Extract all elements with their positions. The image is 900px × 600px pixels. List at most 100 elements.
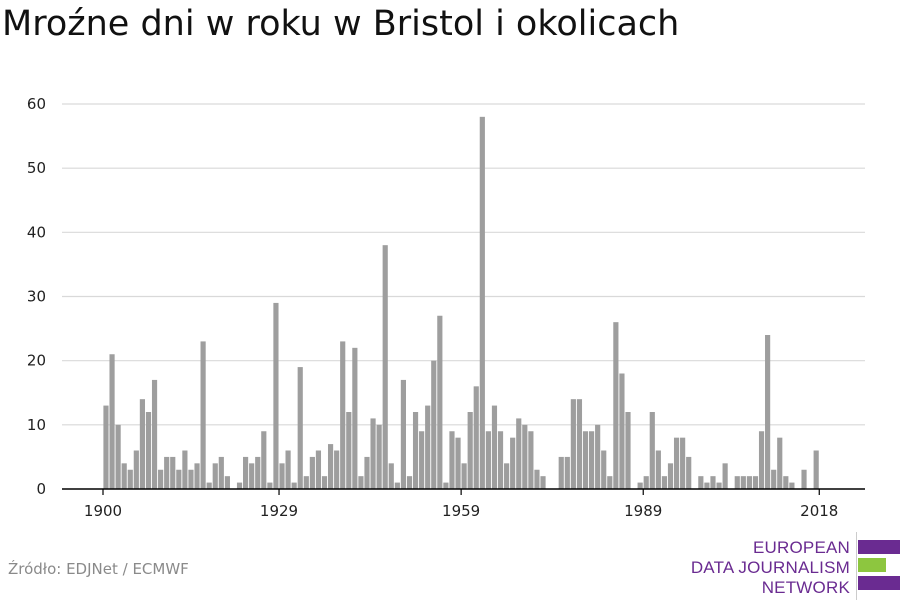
- bar-1909: [158, 469, 164, 489]
- bar-1930: [285, 450, 291, 489]
- bar-1990: [649, 412, 655, 489]
- bar-1963: [485, 431, 491, 489]
- y-tick-label: 10: [27, 416, 46, 434]
- bar-1935: [315, 450, 322, 489]
- bar-1910: [164, 456, 170, 489]
- bar-1915: [194, 463, 200, 489]
- bar-1955: [437, 315, 443, 489]
- bar-1919: [218, 456, 224, 489]
- bar-1926: [261, 431, 267, 489]
- y-tick-label: 20: [27, 352, 46, 370]
- bar-1925: [255, 456, 261, 489]
- bar-1988: [637, 482, 643, 489]
- bar-1946: [382, 245, 388, 489]
- x-tick-label: 1959: [442, 502, 480, 520]
- bar-1939: [340, 341, 346, 489]
- bar-1907: [145, 412, 152, 489]
- edjnet-logo: EUROPEAN DATA JOURNALISM NETWORK: [691, 530, 900, 600]
- logo-bar-bottom: [858, 576, 900, 590]
- bar-1905: [133, 450, 139, 489]
- source-note: Źródło: EDJNet / ECMWF: [8, 560, 189, 578]
- bar-1982: [601, 450, 607, 489]
- bar-1916: [200, 341, 206, 489]
- y-tick-label: 0: [36, 480, 46, 498]
- logo-bar-middle: [858, 558, 886, 572]
- bar-1931: [291, 482, 297, 489]
- bar-1922: [236, 482, 243, 489]
- y-tick-label: 30: [27, 288, 46, 306]
- bar-2004: [734, 476, 740, 489]
- bar-1914: [188, 469, 194, 489]
- bar-1913: [182, 450, 188, 489]
- bar-1972: [540, 476, 546, 489]
- bar-1981: [595, 424, 601, 489]
- bar-1978: [576, 399, 583, 489]
- bar-1940: [346, 412, 352, 489]
- bar-2006: [746, 476, 752, 489]
- logo-text: EUROPEAN DATA JOURNALISM NETWORK: [691, 538, 850, 598]
- bar-1904: [127, 469, 133, 489]
- bar-2001: [716, 482, 722, 489]
- bar-1958: [455, 437, 461, 489]
- bar-1927: [267, 482, 273, 489]
- logo-line-3: NETWORK: [761, 578, 850, 597]
- bar-1928: [273, 302, 279, 489]
- bar-1941: [352, 347, 358, 489]
- logo-line-2: DATA JOURNALISM: [690, 558, 850, 577]
- bars: [103, 116, 819, 489]
- bar-1912: [176, 469, 182, 489]
- bar-1960: [467, 412, 473, 489]
- bar-1950: [406, 476, 413, 489]
- bar-1924: [249, 463, 255, 489]
- bar-1977: [570, 399, 576, 489]
- bar-1999: [704, 482, 710, 489]
- bar-1942: [358, 476, 364, 489]
- bar-1969: [522, 424, 528, 489]
- bar-1989: [643, 476, 649, 489]
- x-tick-label: 1900: [84, 502, 122, 520]
- bar-1968: [516, 418, 522, 489]
- bar-1937: [327, 444, 334, 489]
- bar-1975: [558, 456, 564, 489]
- bar-1970: [528, 431, 534, 489]
- gridlines: [62, 103, 865, 426]
- bar-1920: [224, 476, 230, 489]
- bar-1911: [170, 456, 176, 489]
- bar-1900: [103, 405, 109, 489]
- bar-1902: [115, 424, 121, 489]
- bar-2007: [752, 476, 759, 489]
- y-tick-label: 50: [27, 159, 46, 177]
- bar-1966: [504, 463, 510, 489]
- bar-1951: [412, 412, 419, 489]
- bar-1979: [582, 431, 589, 489]
- bar-1996: [686, 456, 692, 489]
- bar-1976: [564, 456, 570, 489]
- x-tick-label: 1929: [260, 502, 298, 520]
- bar-1952: [419, 431, 425, 489]
- bar-1998: [698, 476, 704, 489]
- bar-1934: [309, 456, 315, 489]
- bar-2015: [801, 469, 807, 489]
- bar-1943: [364, 456, 370, 489]
- bar-1956: [443, 482, 449, 489]
- bar-1984: [613, 322, 619, 489]
- bar-1945: [376, 424, 382, 489]
- y-axis-tick-labels: 0 10 20 30 40 50 60: [27, 95, 46, 498]
- bar-1961: [473, 386, 479, 489]
- bar-1944: [370, 418, 376, 489]
- bar-2005: [740, 476, 746, 489]
- bar-2000: [710, 476, 716, 489]
- logo-bar-top: [858, 540, 900, 554]
- bar-2002: [722, 463, 728, 489]
- bar-1980: [589, 431, 595, 489]
- bar-1994: [673, 437, 680, 489]
- bar-1906: [139, 399, 145, 489]
- logo-divider: [856, 532, 857, 600]
- x-tick-label: 1989: [624, 502, 662, 520]
- bar-1964: [491, 405, 498, 489]
- x-tick-label: 2018: [800, 502, 838, 520]
- bar-1962: [479, 116, 485, 489]
- bar-1993: [667, 463, 674, 489]
- y-tick-label: 40: [27, 223, 46, 241]
